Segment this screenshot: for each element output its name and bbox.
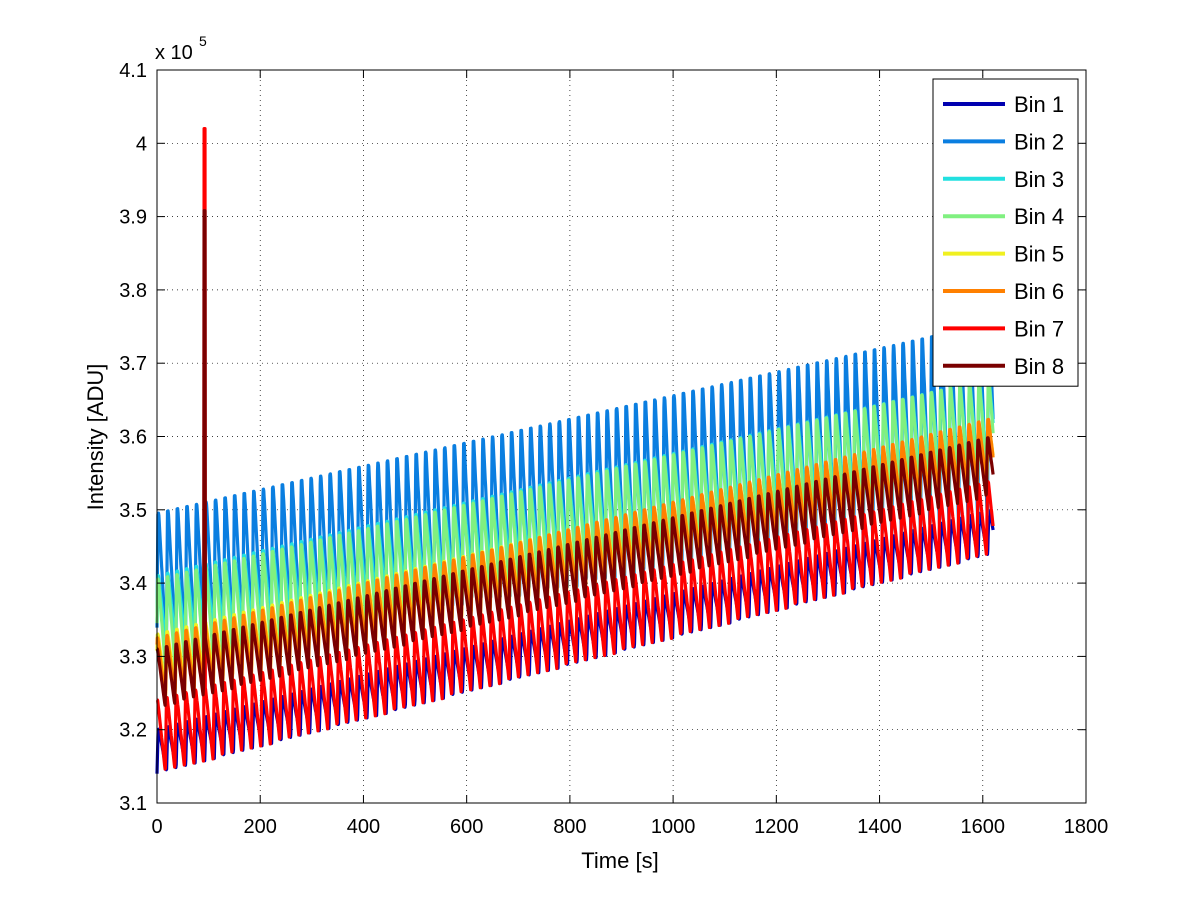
y-tick-label: 3.1: [119, 793, 147, 815]
x-tick-label: 1600: [961, 816, 1006, 838]
legend: Bin 1 Bin 2 Bin 3 Bin 4 Bin 5 Bin 6 Bin 7 Bin 8: [932, 78, 1079, 387]
y-exponent-power: 5: [199, 33, 207, 49]
tick-labels: 0 200 400 600 800 1000 1200 1400 1600 1800 3.1 3.2 3…: [119, 60, 1108, 838]
y-tick-label: 3.3: [119, 646, 147, 668]
y-tick-label: 3.9: [119, 207, 147, 229]
x-tick-label: 1400: [857, 816, 902, 838]
legend-label: Bin 1: [1014, 92, 1064, 117]
legend-label: Bin 8: [1014, 354, 1064, 379]
y-tick-label: 4: [136, 133, 147, 155]
x-tick-label: 200: [244, 816, 277, 838]
y-tick-label: 3.8: [119, 280, 147, 302]
series-layer: [155, 127, 995, 774]
y-tick-label: 3.7: [119, 353, 147, 375]
axis-ticks: [156, 69, 1087, 804]
legend-label: Bin 4: [1014, 204, 1064, 229]
legend-label: Bin 3: [1014, 167, 1064, 192]
x-axis-label: Time [s]: [581, 848, 658, 873]
y-tick-label: 3.2: [119, 720, 147, 742]
legend-label: Bin 5: [1014, 242, 1064, 267]
x-tick-label: 1800: [1064, 816, 1109, 838]
legend-label: Bin 2: [1014, 129, 1064, 154]
legend-box: [932, 78, 1079, 387]
y-tick-label: 3.6: [119, 427, 147, 449]
y-tick-label: 4.1: [119, 60, 147, 82]
x-tick-label: 0: [151, 816, 162, 838]
series-line-bin-8: [155, 209, 995, 707]
y-axis-label: Intensity [ADU]: [83, 364, 108, 511]
y-tick-label: 3.4: [119, 573, 147, 595]
x-tick-label: 800: [553, 816, 586, 838]
x-tick-label: 1000: [651, 816, 696, 838]
x-tick-label: 1200: [754, 816, 799, 838]
x-tick-label: 600: [450, 816, 483, 838]
legend-label: Bin 7: [1014, 316, 1064, 341]
x-tick-label: 400: [347, 816, 380, 838]
legend-label: Bin 6: [1014, 279, 1064, 304]
y-exponent-prefix: x 10: [155, 42, 193, 64]
y-tick-label: 3.5: [119, 500, 147, 522]
